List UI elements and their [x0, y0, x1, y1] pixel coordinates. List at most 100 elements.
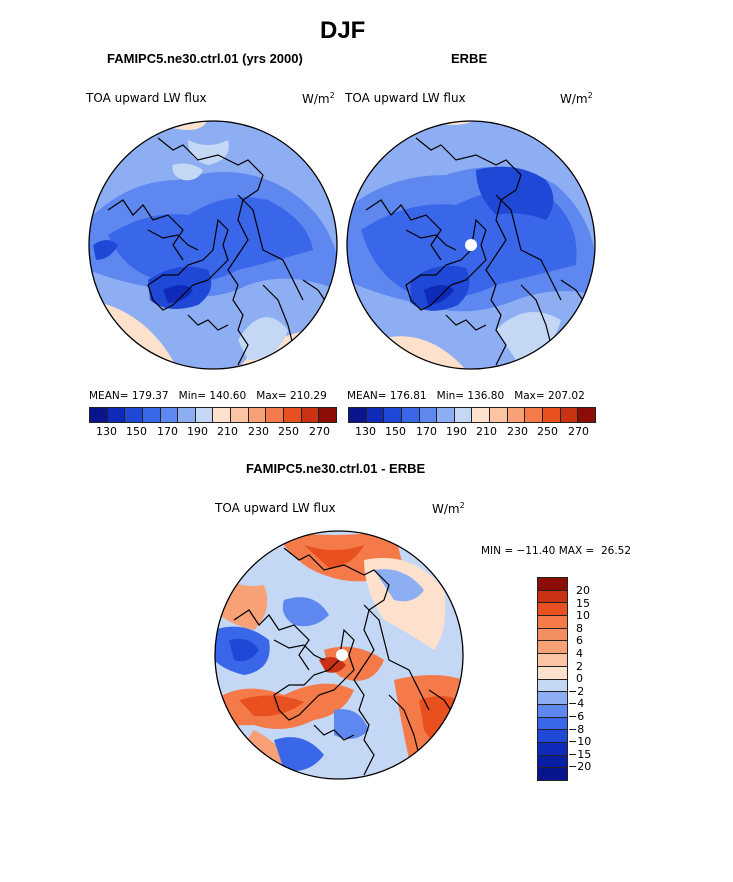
- obs-cbar-tick: 250: [537, 425, 558, 438]
- model-cbar-swatch: [319, 408, 336, 422]
- diff-cbar-swatch: [538, 603, 567, 617]
- diff-cbar-swatch: [538, 717, 567, 731]
- diff-cbar-tick: −10: [568, 735, 592, 748]
- model-max-value: 210.29: [290, 390, 327, 402]
- model-cbar-swatch: [231, 408, 249, 422]
- diff-pole-gap: [336, 649, 348, 661]
- obs-cbar-swatch: [490, 408, 508, 422]
- obs-cbar-tick: 150: [385, 425, 406, 438]
- diff-cbar-tick: −8: [568, 723, 585, 736]
- diff-cbar-swatch: [538, 730, 567, 743]
- diff-cbar-tick: 2: [576, 660, 583, 673]
- model-cbar-swatch: [195, 408, 214, 422]
- figure-title: DJF: [320, 17, 366, 44]
- model-cbar-swatch: [284, 408, 302, 422]
- model-cbar-swatch: [160, 408, 179, 422]
- diff-cool-region-nw: [282, 597, 329, 627]
- obs-min-label: Min=: [436, 390, 465, 402]
- model-cbar-tick: 150: [126, 425, 147, 438]
- model-cbar-swatch: [248, 408, 267, 422]
- diff-cbar-tick: 8: [576, 622, 583, 635]
- model-cbar-swatch: [142, 408, 161, 422]
- obs-cbar-swatch: [543, 408, 561, 422]
- model-cbar-tick: 230: [248, 425, 269, 438]
- diff-polar-map: [214, 530, 464, 780]
- obs-polar-map: [346, 120, 596, 370]
- diff-cbar-swatch: [538, 578, 567, 591]
- diff-cbar-swatch: [538, 704, 567, 718]
- model-units-label: W/m2: [302, 91, 335, 106]
- model-mean-label: MEAN=: [89, 390, 129, 402]
- diff-warm-core-se: [419, 696, 463, 760]
- obs-mean-label: MEAN=: [347, 390, 387, 402]
- model-cbar-tick: 130: [96, 425, 117, 438]
- diff-cold-region-s: [274, 737, 324, 771]
- model-stats-line: MEAN= 179.37 Min= 140.60 Max= 210.29: [89, 390, 327, 402]
- diff-cbar-swatch: [538, 679, 567, 693]
- obs-units-exp: 2: [587, 91, 593, 100]
- obs-max-label: Max=: [514, 390, 545, 402]
- diff-cbar-tick: −4: [568, 697, 585, 710]
- diff-cool-region-ne: [374, 569, 424, 602]
- obs-cbar-swatch: [472, 408, 491, 422]
- obs-cbar-tick: 190: [446, 425, 467, 438]
- obs-cbar-swatch: [560, 408, 579, 422]
- diff-panel-heading: FAMIPC5.ne30.ctrl.01 - ERBE: [246, 461, 426, 476]
- diff-cbar-swatch: [538, 654, 567, 667]
- obs-cbar-tick: 130: [355, 425, 376, 438]
- model-cbar-swatch: [266, 408, 285, 422]
- diff-cbar-tick: −20: [568, 760, 592, 773]
- diff-map-boundary: [214, 530, 464, 780]
- obs-cbar-swatch: [454, 408, 473, 422]
- obs-cbar-tick: 270: [568, 425, 589, 438]
- diff-cold-core-w: [229, 638, 259, 662]
- obs-panel-heading: ERBE: [451, 51, 488, 66]
- diff-colorbar: [537, 577, 568, 781]
- model-cbar-swatch: [90, 408, 108, 422]
- diff-units-label: W/m2: [432, 501, 465, 516]
- obs-cbar-swatch: [437, 408, 455, 422]
- diff-cbar-tick: 4: [576, 647, 583, 660]
- obs-pale-region-s: [496, 312, 561, 360]
- model-cbar-swatch: [213, 408, 232, 422]
- diff-cbar-swatch: [538, 590, 567, 604]
- diff-cbar-swatch: [538, 616, 567, 629]
- diff-cbar-tick: −15: [568, 748, 592, 761]
- obs-max-value: 207.02: [548, 390, 585, 402]
- model-cbar-swatch: [125, 408, 143, 422]
- diff-hot-spot-center: [319, 656, 346, 673]
- diff-cbar-tick: 0: [576, 672, 583, 685]
- diff-max-value: 26.52: [600, 545, 632, 557]
- diff-cool-region-s: [334, 709, 369, 739]
- obs-cbar-swatch: [366, 408, 385, 422]
- obs-cbar-swatch: [384, 408, 402, 422]
- model-pale-region-nw: [172, 163, 203, 181]
- diff-cbar-swatch: [538, 641, 567, 655]
- obs-units-label: W/m2: [560, 91, 593, 106]
- model-max-label: Max=: [256, 390, 287, 402]
- model-mean-value: 179.37: [131, 390, 169, 402]
- model-units-base: W/m: [302, 92, 330, 106]
- diff-variable-label: TOA upward LW flux: [215, 501, 336, 515]
- obs-min-value: 136.80: [467, 390, 505, 402]
- diff-cbar-swatch: [538, 768, 567, 780]
- model-variable-label: TOA upward LW flux: [86, 91, 207, 105]
- model-min-value: 140.60: [209, 390, 247, 402]
- model-cbar-tick: 190: [187, 425, 208, 438]
- model-cbar-tick: 210: [217, 425, 238, 438]
- diff-units-exp: 2: [459, 501, 465, 510]
- obs-stats-line: MEAN= 176.81 Min= 136.80 Max= 207.02: [347, 390, 585, 402]
- obs-cold-region-ne: [476, 166, 554, 220]
- diff-stats-line: MIN = −11.40 MAX = 26.52: [481, 545, 631, 557]
- diff-warm-core-sw: [239, 695, 304, 717]
- obs-cbar-swatch: [578, 408, 595, 422]
- obs-map-boundary: [346, 120, 596, 370]
- diff-units-base: W/m: [432, 502, 460, 516]
- model-cbar-swatch: [107, 408, 126, 422]
- model-cold-spot-w: [93, 240, 118, 260]
- diff-max-label: MAX =: [558, 545, 595, 557]
- diff-cbar-swatch: [538, 755, 567, 769]
- diff-min-label: MIN =: [481, 545, 514, 557]
- model-units-exp: 2: [329, 91, 335, 100]
- model-cbar-tick: 270: [309, 425, 330, 438]
